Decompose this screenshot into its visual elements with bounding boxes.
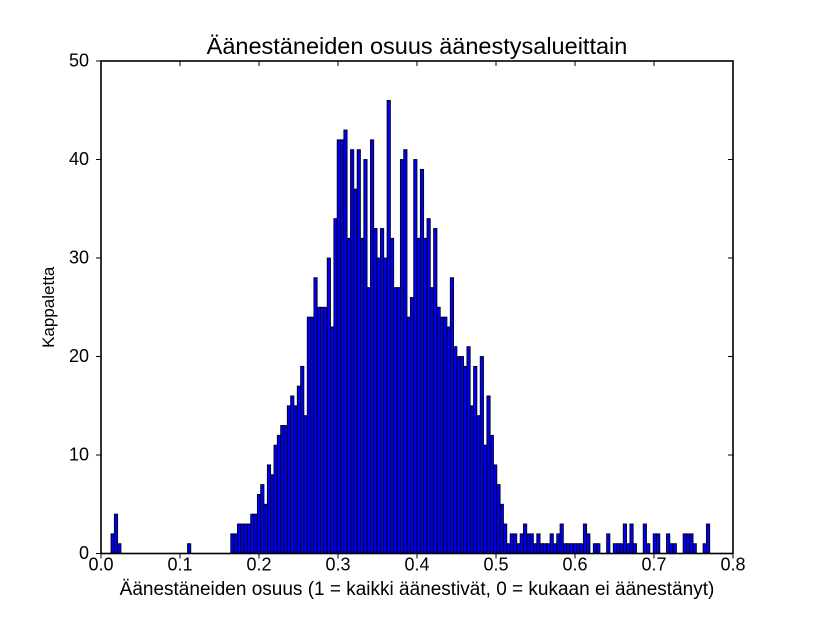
- svg-text:40: 40: [69, 149, 89, 169]
- svg-text:50: 50: [69, 51, 89, 71]
- svg-text:0.5: 0.5: [483, 555, 508, 575]
- svg-text:0.7: 0.7: [641, 555, 666, 575]
- svg-text:20: 20: [69, 346, 89, 366]
- svg-text:0.8: 0.8: [720, 555, 745, 575]
- svg-text:0.1: 0.1: [167, 555, 192, 575]
- svg-text:Kappaletta: Kappaletta: [39, 266, 58, 348]
- svg-text:30: 30: [69, 248, 89, 268]
- svg-text:10: 10: [69, 445, 89, 465]
- svg-text:0.4: 0.4: [404, 555, 429, 575]
- svg-text:0.2: 0.2: [246, 555, 271, 575]
- svg-text:0.3: 0.3: [325, 555, 350, 575]
- svg-text:Äänestäneiden osuus äänestysal: Äänestäneiden osuus äänestysalueittain: [207, 33, 628, 59]
- svg-text:0.0: 0.0: [88, 555, 113, 575]
- svg-text:Äänestäneiden osuus (1 = kaikk: Äänestäneiden osuus (1 = kaikki äänestiv…: [120, 579, 715, 600]
- svg-text:0: 0: [79, 543, 89, 563]
- svg-text:0.6: 0.6: [562, 555, 587, 575]
